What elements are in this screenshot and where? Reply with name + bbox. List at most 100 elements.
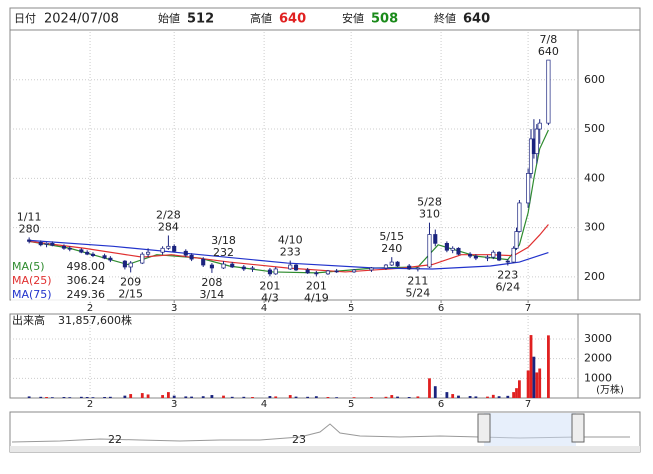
volume-bar bbox=[428, 378, 431, 398]
annotation-value: 211 bbox=[407, 274, 428, 287]
volume-bar bbox=[103, 397, 106, 398]
candle-body bbox=[534, 128, 539, 155]
candle-body bbox=[267, 269, 272, 275]
annotation-date: 3/18 bbox=[211, 234, 236, 247]
candle-body bbox=[230, 263, 235, 268]
candle-body bbox=[427, 234, 432, 268]
x-tick-label: 6 bbox=[438, 399, 444, 410]
annotation-date: 5/15 bbox=[379, 230, 404, 243]
volume-bar bbox=[390, 395, 394, 398]
volume-bar bbox=[230, 396, 234, 398]
x-tick-label: 4 bbox=[261, 303, 267, 314]
volume-bar bbox=[123, 395, 127, 398]
volume-panel bbox=[9, 313, 641, 399]
candle-body bbox=[415, 267, 420, 270]
open-label: 始値 bbox=[158, 11, 180, 25]
candle-body bbox=[485, 256, 490, 259]
volume-bar bbox=[451, 394, 455, 398]
annotation-value: 640 bbox=[538, 45, 559, 58]
navigator-window[interactable] bbox=[484, 413, 576, 451]
y-tick-label: 400 bbox=[584, 171, 605, 184]
volume-bar bbox=[85, 397, 89, 398]
legend-value: 498.00 bbox=[67, 260, 106, 273]
candle-body bbox=[44, 242, 49, 245]
annotation-value: 310 bbox=[419, 208, 440, 221]
candle-body bbox=[526, 173, 531, 204]
x-tick-label: 6 bbox=[438, 303, 444, 314]
candle-body bbox=[505, 260, 510, 263]
navigator-handle-left[interactable] bbox=[477, 413, 491, 443]
legend-label: MA(75) bbox=[12, 288, 52, 301]
annotation-value: 201 bbox=[259, 279, 280, 292]
open: 512 bbox=[187, 12, 214, 27]
annotation-date: 5/24 bbox=[406, 286, 431, 299]
annotation-date: 2/15 bbox=[118, 287, 143, 300]
high: 640 bbox=[279, 12, 306, 27]
y-tick-label: 1000 bbox=[584, 371, 612, 384]
y-tick-label: 500 bbox=[584, 122, 605, 135]
candle-body bbox=[491, 251, 496, 258]
y-tick-label: 200 bbox=[584, 270, 605, 283]
candle-body bbox=[183, 250, 188, 256]
volume-bar bbox=[210, 395, 214, 398]
candle-body bbox=[433, 234, 438, 244]
volume-bar bbox=[201, 396, 205, 398]
candle-body bbox=[241, 266, 246, 270]
legend-label: MA(25) bbox=[12, 274, 52, 287]
volume-bar bbox=[468, 396, 472, 398]
annotation-value: 232 bbox=[213, 246, 234, 259]
candle-body bbox=[79, 249, 84, 253]
volume-bar bbox=[314, 396, 318, 398]
y-tick-label: 2000 bbox=[584, 352, 612, 365]
annotation-value: 208 bbox=[201, 276, 222, 289]
candle-body bbox=[288, 264, 293, 270]
volume-bar bbox=[129, 394, 133, 398]
volume-bar bbox=[294, 396, 298, 398]
candle-body bbox=[389, 261, 394, 266]
y-tick-label: 300 bbox=[584, 221, 605, 234]
candle-body bbox=[497, 251, 502, 261]
candle-body bbox=[473, 255, 478, 259]
candle-body bbox=[102, 255, 107, 259]
navigator-handle-right[interactable] bbox=[571, 413, 585, 443]
volume-bar bbox=[532, 356, 536, 398]
candle-body bbox=[209, 264, 214, 269]
candle-body bbox=[38, 242, 43, 246]
candle-body bbox=[450, 247, 455, 251]
volume-bar bbox=[62, 397, 66, 398]
candle-body bbox=[67, 247, 72, 250]
candle-body bbox=[325, 270, 330, 275]
volume-total: 31,857,600株 bbox=[58, 313, 132, 327]
candle-body bbox=[90, 253, 96, 257]
low: 508 bbox=[371, 12, 398, 27]
candle-body bbox=[369, 267, 374, 271]
volume-bar bbox=[529, 335, 533, 398]
volume-bar bbox=[140, 393, 144, 398]
candle-body bbox=[273, 268, 278, 275]
candle-body bbox=[250, 267, 255, 270]
volume-bar bbox=[91, 397, 95, 398]
legend-value: 249.36 bbox=[67, 288, 106, 301]
annotation-value: 233 bbox=[280, 246, 301, 259]
volume-bar bbox=[407, 397, 411, 398]
volume-bar bbox=[326, 397, 330, 398]
annotation-date: 7/8 bbox=[540, 33, 558, 46]
candle-body bbox=[122, 260, 127, 268]
candle-body bbox=[140, 253, 145, 264]
legend-bg bbox=[11, 275, 107, 288]
scrollbar[interactable] bbox=[10, 446, 640, 452]
volume-bar bbox=[535, 372, 539, 398]
volume-bar bbox=[68, 397, 72, 398]
price-panel bbox=[9, 7, 641, 301]
annotation-value: 201 bbox=[306, 279, 327, 292]
x-tick-label: 3 bbox=[171, 399, 177, 410]
low-label: 安値 bbox=[342, 11, 364, 25]
volume-label: 出来高 bbox=[12, 313, 45, 327]
volume-bar bbox=[396, 396, 399, 398]
volume-bar bbox=[352, 397, 356, 398]
volume-bar bbox=[547, 335, 550, 398]
volume-bar bbox=[161, 395, 164, 398]
candle-body bbox=[221, 263, 226, 269]
annotation-date: 4/10 bbox=[278, 234, 303, 247]
